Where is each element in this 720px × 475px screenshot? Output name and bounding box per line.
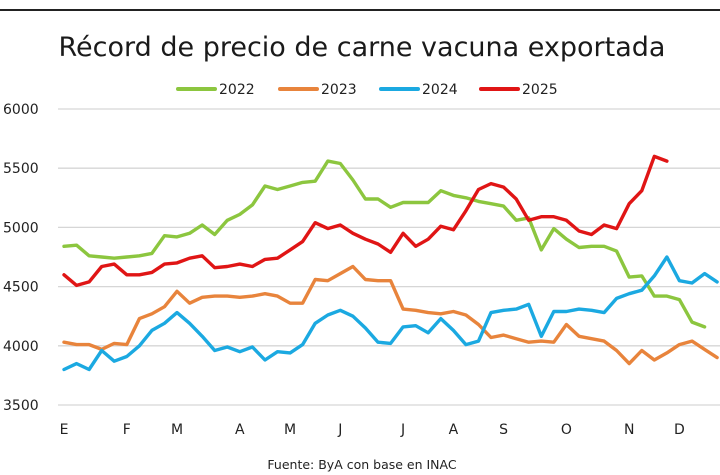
legend-label-2025: 2025 [522, 82, 558, 98]
series-line-2023 [62, 264, 719, 366]
x-tick-label: S [499, 422, 508, 438]
y-tick-label: 4500 [3, 280, 39, 296]
series-line-2024 [62, 255, 719, 372]
y-tick-label: 5500 [3, 161, 39, 177]
top-border-line [0, 9, 720, 11]
series-lines [62, 154, 719, 372]
x-tick-label: J [400, 422, 405, 438]
y-tick-label: 3500 [3, 398, 39, 414]
y-axis-ticks: 3500 4000 4500 5000 5500 6000 [3, 102, 39, 414]
series-line-2025 [62, 154, 669, 288]
x-tick-label: A [235, 422, 245, 438]
y-tick-label: 6000 [3, 102, 39, 118]
source-note: Fuente: ByA con base en INAC [267, 457, 456, 472]
y-tick-label: 4000 [3, 339, 39, 355]
legend-label-2023: 2023 [321, 82, 357, 98]
x-tick-label: M [284, 422, 296, 438]
chart-title: Récord de precio de carne vacuna exporta… [59, 32, 666, 63]
x-tick-label: O [561, 422, 572, 438]
x-tick-label: J [337, 422, 342, 438]
y-tick-label: 5000 [3, 220, 39, 236]
legend-label-2024: 2024 [422, 82, 458, 98]
x-tick-label: F [123, 422, 131, 438]
legend: 2022 2023 2024 2025 [176, 82, 558, 98]
x-tick-label: E [60, 422, 69, 438]
x-tick-label: M [171, 422, 183, 438]
x-tick-label: D [674, 422, 685, 438]
x-tick-label: A [449, 422, 459, 438]
x-tick-label: N [624, 422, 634, 438]
series-line-2022 [62, 159, 707, 329]
legend-label-2022: 2022 [219, 82, 255, 98]
